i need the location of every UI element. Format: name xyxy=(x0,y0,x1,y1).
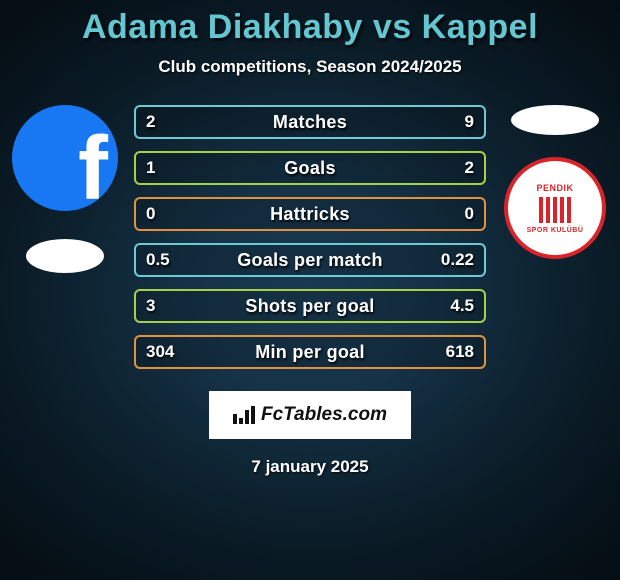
stat-left-value: 0.5 xyxy=(146,250,196,270)
badge-text-top: PENDIK xyxy=(536,183,573,193)
stat-row: 0Hattricks0 xyxy=(134,197,486,231)
club-logo-right-top xyxy=(511,105,599,135)
stat-bars: 2Matches91Goals20Hattricks00.5Goals per … xyxy=(134,105,486,369)
stat-left-value: 2 xyxy=(146,112,196,132)
stat-right-value: 0.22 xyxy=(424,250,474,270)
stat-left-value: 3 xyxy=(146,296,196,316)
main-row: f 2Matches91Goals20Hattricks00.5Goals pe… xyxy=(0,105,620,369)
date: 7 january 2025 xyxy=(251,457,368,477)
stat-row: 2Matches9 xyxy=(134,105,486,139)
stat-label: Matches xyxy=(196,112,424,133)
stat-label: Hattricks xyxy=(196,204,424,225)
stat-label: Min per goal xyxy=(196,342,424,363)
watermark: FcTables.com xyxy=(209,391,411,439)
player-avatar-left: f xyxy=(12,105,118,211)
stat-left-value: 304 xyxy=(146,342,196,362)
left-column: f xyxy=(6,105,124,273)
stat-right-value: 618 xyxy=(424,342,474,362)
stat-right-value: 0 xyxy=(424,204,474,224)
subtitle: Club competitions, Season 2024/2025 xyxy=(158,57,461,77)
stat-label: Goals per match xyxy=(196,250,424,271)
badge-stripes xyxy=(539,197,571,223)
club-badge-right: PENDIK SPOR KULÜBÜ xyxy=(504,157,606,259)
facebook-icon: f xyxy=(78,118,108,211)
stat-row: 0.5Goals per match0.22 xyxy=(134,243,486,277)
stat-label: Shots per goal xyxy=(196,296,424,317)
stat-row: 3Shots per goal4.5 xyxy=(134,289,486,323)
watermark-text: FcTables.com xyxy=(261,404,387,426)
stat-left-value: 1 xyxy=(146,158,196,178)
stat-row: 1Goals2 xyxy=(134,151,486,185)
page-title: Adama Diakhaby vs Kappel xyxy=(82,8,538,47)
badge-text-bottom: SPOR KULÜBÜ xyxy=(527,227,584,234)
chart-icon xyxy=(233,406,255,424)
stat-right-value: 4.5 xyxy=(424,296,474,316)
stat-right-value: 2 xyxy=(424,158,474,178)
content: Adama Diakhaby vs Kappel Club competitio… xyxy=(0,0,620,580)
stat-row: 304Min per goal618 xyxy=(134,335,486,369)
stat-right-value: 9 xyxy=(424,112,474,132)
stat-label: Goals xyxy=(196,158,424,179)
club-logo-left xyxy=(26,239,104,273)
stat-left-value: 0 xyxy=(146,204,196,224)
right-column: PENDIK SPOR KULÜBÜ xyxy=(496,105,614,259)
